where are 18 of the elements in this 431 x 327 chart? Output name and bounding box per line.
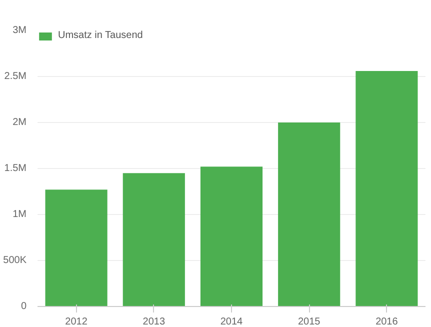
bar <box>200 166 263 306</box>
x-tick-label: 2014 <box>220 316 244 327</box>
y-tick-label: 3M <box>12 25 27 36</box>
y-tick-label: 500K <box>3 255 27 266</box>
y-tick-label: 2M <box>12 117 27 128</box>
x-tick-label: 2012 <box>65 316 88 327</box>
x-tick-label: 2016 <box>376 316 398 327</box>
bar <box>278 122 340 306</box>
y-tick-label: 1.5M <box>4 163 27 174</box>
y-tick-label: 0 <box>20 301 27 312</box>
bar <box>122 173 185 306</box>
y-tick-label: 2.5M <box>4 71 27 82</box>
y-tick-label: 1M <box>12 209 27 220</box>
x-tick-label: 2013 <box>142 316 166 327</box>
bar <box>45 190 108 306</box>
bar <box>356 70 418 306</box>
x-tick-label: 2015 <box>298 316 321 327</box>
legend-label: Umsatz in Tausend <box>58 30 143 41</box>
